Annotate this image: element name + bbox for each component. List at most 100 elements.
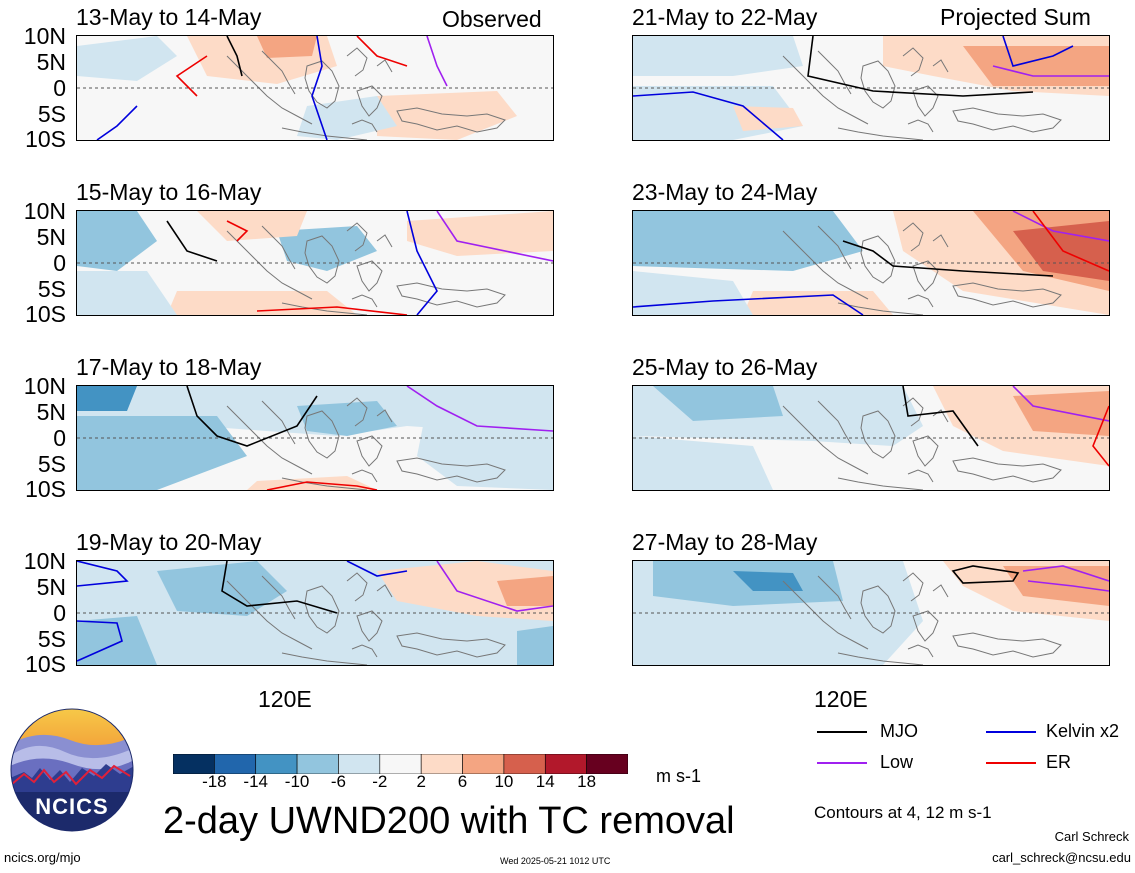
legend-label-er: ER [1046,752,1072,772]
wave-contour [1027,580,1109,592]
coastline [907,294,934,308]
lat-label: 10N [23,548,66,574]
coastline [782,580,869,650]
lat-label: 0 [53,250,66,276]
colorbar-swatch [462,754,505,774]
wave-contour [346,561,408,577]
wave-contour [1002,36,1074,67]
coastline [226,55,313,125]
ncics-logo-text: NCICS [35,794,109,819]
map-canvas [77,561,553,665]
coastline [837,302,924,315]
lat-label: 0 [53,75,66,101]
map-panel-observed-3 [76,385,554,491]
lon-label-right: 120E [814,686,868,712]
legend-label-kelvin: Kelvin x2 [1046,721,1120,741]
anomaly-shading [77,36,177,81]
coastline [281,652,368,665]
panel-title-right-2: 23-May to 24-May [632,179,818,205]
legend-line-kelvin [986,731,1036,733]
colorbar-swatch [296,754,339,774]
coastline [346,47,368,77]
wave-contour [356,36,408,67]
colorbar-tick-label: 2 [416,772,426,791]
colorbar-tick-label: 18 [577,772,597,791]
coastline [860,410,896,459]
coastline [817,400,852,445]
coastline [932,59,949,73]
coastline [912,85,939,117]
coastline [782,55,869,125]
wave-contour [406,386,553,432]
coastline [817,50,852,95]
anomaly-shading [77,386,137,411]
coastline [226,405,313,475]
map-panel-observed-4 [76,560,554,666]
ncics-logo: NCICS [10,708,134,832]
coastline [837,127,924,140]
panel-title-left-2: 15-May to 16-May [76,179,262,205]
anomaly-shading [743,291,893,315]
coastline [281,477,368,490]
coastline [902,47,924,77]
map-canvas [77,386,553,490]
map-canvas [77,36,553,140]
panel-title-left-3: 17-May to 18-May [76,354,262,380]
coastline [261,575,296,620]
coastline [912,435,939,467]
projected-sum-label: Projected Sum [940,4,1091,30]
coastline [907,119,934,133]
anomaly-shading [417,401,553,490]
panel-title-right-4: 27-May to 28-May [632,529,818,555]
anomaly-shading [517,626,553,665]
lat-label: 5N [36,574,66,600]
colorbar-swatch [173,754,215,774]
wave-contour [175,55,208,97]
colorbar-units: m s-1 [656,766,701,786]
anomaly-shading [407,211,553,256]
wave-contour [951,565,1020,584]
map-panel-projected-1 [632,35,1110,141]
lon-label-left: 120E [258,686,312,712]
coastline [226,580,313,650]
colorbar-swatch [420,754,463,774]
coastline [376,234,393,248]
lat-label: 5N [36,49,66,75]
panel-title-right-1: 21-May to 22-May [632,4,818,30]
coastline [281,127,368,140]
colorbar-tick-label: -14 [243,772,268,791]
coastline [351,294,378,308]
map-panel-projected-3 [632,385,1110,491]
legend-label-mjo: MJO [880,721,918,741]
anomaly-shading [497,576,553,606]
wave-contour [807,36,1034,97]
anomaly-shading [633,211,863,271]
lat-label: 5S [37,276,66,302]
wave-contour [1012,386,1109,422]
wave-contour [186,386,318,447]
colorbar-tick-label: -2 [372,772,388,791]
coastline [351,644,378,658]
anomaly-shading [733,571,803,591]
coastline [817,225,852,270]
map-panel-observed-1 [76,35,554,141]
colorbar-tick-label: 6 [457,772,468,791]
coastline [952,632,1062,658]
coastline [912,610,939,642]
map-canvas [633,386,1109,490]
panel-title-left-1: 13-May to 14-May [76,4,262,30]
anomaly-shading [297,401,397,436]
coastline [952,282,1062,308]
footer-url: ncics.org/mjo [4,850,81,865]
coastline [932,584,949,598]
coastline [304,585,340,634]
coastline [351,469,378,483]
wave-contour [1032,211,1109,272]
coastline [351,119,378,133]
wave-contour [436,211,553,262]
anomaly-shading [197,211,307,241]
colorbar-tick-label: -18 [202,772,227,791]
coastline [304,60,340,109]
coastline [346,222,368,252]
colorbar-swatch [255,754,298,774]
